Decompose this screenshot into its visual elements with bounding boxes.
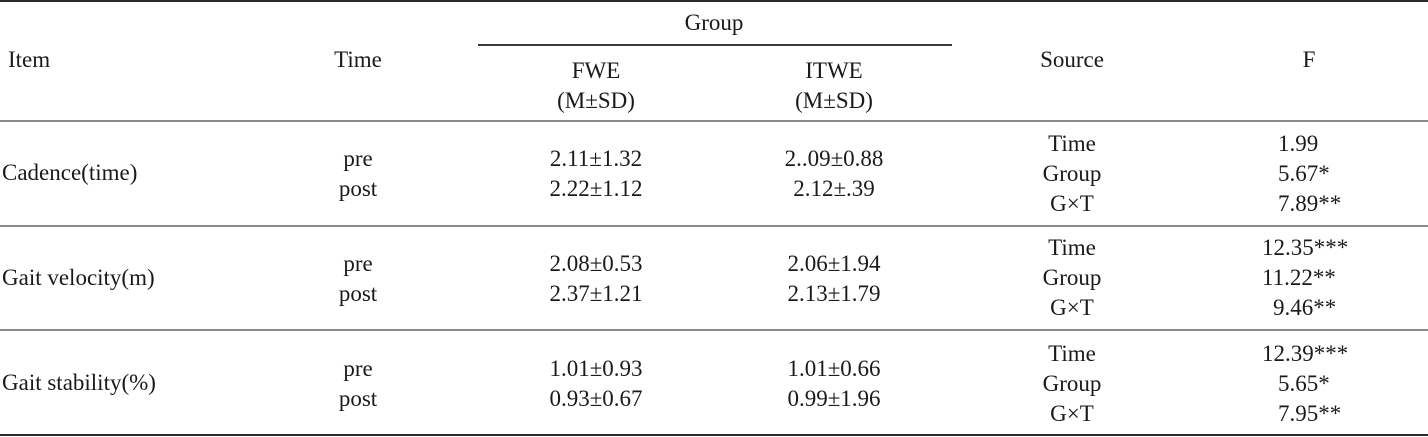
row-itwe-gait-stability: 1.01±0.66 0.99±1.96 — [787, 354, 880, 414]
row-f-gait-stability: 12.39*** 5.65* 7.95** — [1262, 339, 1348, 429]
source-time: Time — [1048, 131, 1096, 156]
header-group: Group — [684, 10, 744, 35]
source-group: Group — [1042, 265, 1102, 290]
f-time: 12.39*** — [1262, 341, 1349, 366]
header-itwe-label: ITWE — [805, 58, 863, 83]
time-pre: pre — [343, 356, 373, 381]
f-time: 12.35*** — [1262, 235, 1349, 260]
header-bottom-rule — [0, 120, 1428, 122]
header-fwe-stat: (M±SD) — [557, 88, 635, 113]
row-source-gait-velocity: Time Group G×T — [1043, 233, 1102, 323]
fwe-pre: 1.01±0.93 — [549, 356, 643, 381]
fwe-pre: 2.11±1.32 — [549, 146, 643, 171]
itwe-pre: 1.01±0.66 — [787, 356, 881, 381]
fwe-post: 2.37±1.21 — [549, 281, 643, 306]
header-time: Time — [334, 47, 382, 72]
header-source: Source — [1040, 47, 1104, 72]
row-item-cadence: Cadence(time) — [2, 160, 138, 185]
f-group: 11.22** — [1262, 265, 1336, 290]
source-gxt: G×T — [1050, 191, 1094, 216]
fwe-pre: 2.08±0.53 — [549, 251, 643, 276]
row-time-gait-stability: pre post — [339, 354, 377, 414]
f-group: 5.65* — [1278, 371, 1330, 396]
f-gxt: 7.89** — [1278, 191, 1342, 216]
f-time: 1.99 — [1278, 131, 1319, 156]
source-gxt: G×T — [1050, 401, 1094, 426]
row1-bottom-rule — [0, 225, 1428, 227]
row-fwe-gait-velocity: 2.08±0.53 2.37±1.21 — [549, 249, 642, 309]
itwe-pre: 2.06±1.94 — [787, 251, 881, 276]
row-fwe-gait-stability: 1.01±0.93 0.93±0.67 — [549, 354, 642, 414]
fwe-post: 0.93±0.67 — [549, 386, 643, 411]
row-item-gait-velocity: Gait velocity(m) — [2, 265, 155, 290]
row-f-gait-velocity: 12.35*** 11.22** 9.46** — [1262, 233, 1348, 323]
header-fwe: FWE (M±SD) — [557, 56, 635, 116]
source-time: Time — [1048, 235, 1096, 260]
itwe-post: 0.99±1.96 — [787, 386, 881, 411]
f-gxt: 7.95** — [1278, 401, 1342, 426]
source-gxt: G×T — [1050, 295, 1094, 320]
itwe-pre: 2..09±0.88 — [784, 146, 884, 171]
row-f-cadence: 1.99 5.67* 7.89** — [1278, 129, 1341, 219]
row-fwe-cadence: 2.11±1.32 2.22±1.12 — [549, 144, 642, 204]
time-post: post — [338, 176, 378, 201]
time-pre: pre — [343, 251, 373, 276]
f-group: 5.67* — [1278, 161, 1330, 186]
itwe-post: 2.12±.39 — [793, 176, 875, 201]
row-time-gait-velocity: pre post — [339, 249, 377, 309]
header-itwe: ITWE (M±SD) — [795, 56, 873, 116]
itwe-post: 2.13±1.79 — [787, 281, 881, 306]
time-pre: pre — [343, 146, 373, 171]
row2-bottom-rule — [0, 329, 1428, 331]
header-itwe-stat: (M±SD) — [795, 88, 873, 113]
source-time: Time — [1048, 341, 1096, 366]
time-post: post — [338, 281, 378, 306]
row-time-cadence: pre post — [339, 144, 377, 204]
header-f: F — [1302, 47, 1316, 72]
fwe-post: 2.22±1.12 — [549, 176, 643, 201]
f-gxt: 9.46** — [1273, 295, 1337, 320]
row-itwe-gait-velocity: 2.06±1.94 2.13±1.79 — [787, 249, 880, 309]
header-fwe-label: FWE — [571, 58, 621, 83]
group-underline — [478, 44, 952, 46]
source-group: Group — [1042, 161, 1102, 186]
row-item-gait-stability: Gait stability(%) — [2, 370, 156, 395]
time-post: post — [338, 386, 378, 411]
header-item: Item — [8, 47, 51, 72]
row-source-gait-stability: Time Group G×T — [1043, 339, 1102, 429]
row-itwe-cadence: 2..09±0.88 2.12±.39 — [785, 144, 884, 204]
row-source-cadence: Time Group G×T — [1043, 129, 1102, 219]
table-top-rule — [0, 0, 1428, 2]
table-bottom-rule — [0, 434, 1428, 436]
source-group: Group — [1042, 371, 1102, 396]
